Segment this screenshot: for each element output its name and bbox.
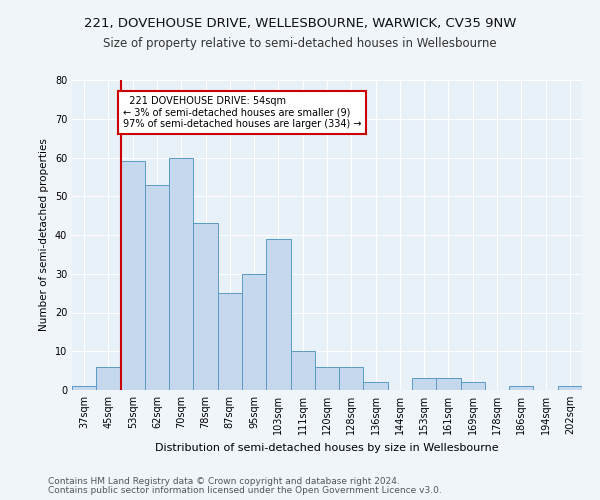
Text: Size of property relative to semi-detached houses in Wellesbourne: Size of property relative to semi-detach… <box>103 38 497 51</box>
Bar <box>290 351 315 390</box>
Bar <box>436 378 461 390</box>
Y-axis label: Number of semi-detached properties: Number of semi-detached properties <box>39 138 49 332</box>
Bar <box>558 386 582 390</box>
Text: 221, DOVEHOUSE DRIVE, WELLESBOURNE, WARWICK, CV35 9NW: 221, DOVEHOUSE DRIVE, WELLESBOURNE, WARW… <box>84 18 516 30</box>
Bar <box>72 386 96 390</box>
Bar <box>315 367 339 390</box>
Bar <box>218 293 242 390</box>
Bar <box>266 239 290 390</box>
Bar <box>169 158 193 390</box>
Bar <box>339 367 364 390</box>
Text: Contains public sector information licensed under the Open Government Licence v3: Contains public sector information licen… <box>48 486 442 495</box>
Bar <box>461 382 485 390</box>
Bar <box>509 386 533 390</box>
X-axis label: Distribution of semi-detached houses by size in Wellesbourne: Distribution of semi-detached houses by … <box>155 442 499 452</box>
Text: 221 DOVEHOUSE DRIVE: 54sqm
← 3% of semi-detached houses are smaller (9)
97% of s: 221 DOVEHOUSE DRIVE: 54sqm ← 3% of semi-… <box>123 96 361 128</box>
Bar <box>96 367 121 390</box>
Bar <box>145 184 169 390</box>
Bar <box>193 224 218 390</box>
Bar <box>364 382 388 390</box>
Bar <box>242 274 266 390</box>
Bar <box>412 378 436 390</box>
Text: Contains HM Land Registry data © Crown copyright and database right 2024.: Contains HM Land Registry data © Crown c… <box>48 477 400 486</box>
Bar <box>121 162 145 390</box>
